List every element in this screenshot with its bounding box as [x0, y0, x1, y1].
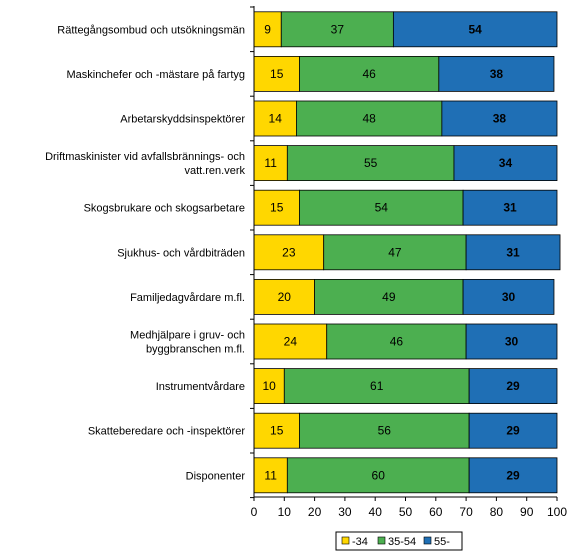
data-label: 11 — [264, 468, 277, 482]
bar-segment-2-row-6 — [323, 234, 467, 271]
bar-segment-3-row-10 — [468, 412, 558, 449]
data-label: 14 — [269, 112, 283, 126]
data-label: 23 — [282, 245, 296, 259]
data-label: 46 — [362, 67, 376, 81]
data-label: 34 — [499, 156, 513, 170]
x-tick-label: 100 — [547, 505, 567, 519]
category-label: Instrumentvårdare — [156, 381, 245, 393]
bar-segment-3-row-9 — [468, 368, 558, 405]
x-tick-label: 90 — [520, 505, 534, 519]
category-label: byggbranschen m.fl. — [146, 344, 245, 356]
bar-segment-1-row-3 — [253, 100, 297, 137]
bar-segment-3-row-6 — [465, 234, 561, 271]
data-label: 24 — [284, 335, 298, 349]
bar-segment-2-row-1 — [280, 11, 394, 48]
data-label: 46 — [390, 335, 404, 349]
bar-segment-1-row-9 — [253, 368, 285, 405]
data-label: 37 — [331, 22, 345, 36]
x-tick-label: 80 — [490, 505, 504, 519]
data-label: 38 — [490, 67, 504, 81]
data-label: 61 — [370, 379, 384, 393]
legend-label: -34 — [352, 536, 368, 548]
data-label: 31 — [503, 201, 517, 215]
x-tick-label: 10 — [278, 505, 292, 519]
category-label: Maskinchefer och -mästare på fartyg — [66, 69, 245, 81]
data-label: 15 — [270, 67, 284, 81]
bar-segment-1-row-8 — [253, 323, 328, 360]
data-label: 29 — [506, 468, 520, 482]
x-tick-label: 40 — [369, 505, 383, 519]
bar-segment-2-row-3 — [296, 100, 443, 137]
bar-segment-1-row-4 — [253, 145, 288, 182]
x-tick-label: 70 — [459, 505, 473, 519]
data-label: 9 — [264, 22, 271, 36]
data-label: 54 — [375, 201, 389, 215]
data-label: 49 — [382, 290, 396, 304]
category-label: Rättegångsombud och utsökningsmän — [57, 24, 245, 36]
category-label: Arbetarskyddsinspektörer — [120, 114, 245, 126]
category-label: Skatteberedare och -inspektörer — [88, 426, 245, 438]
data-label: 10 — [262, 379, 276, 393]
data-label: 54 — [469, 22, 483, 36]
data-label: 38 — [493, 112, 507, 126]
bar-segment-1-row-7 — [253, 278, 315, 315]
data-label: 60 — [372, 468, 386, 482]
x-tick-label: 0 — [251, 505, 258, 519]
legend: -34 35-54 55- — [335, 531, 463, 551]
bar-segment-3-row-5 — [462, 189, 558, 226]
x-tick-label: 60 — [429, 505, 443, 519]
category-label: Sjukhus- och vårdbiträden — [117, 247, 245, 259]
bar-segment-1-row-5 — [253, 189, 300, 226]
category-label: Driftmaskinister vid avfallsbrännings- o… — [45, 151, 245, 163]
bar-segment-3-row-7 — [462, 278, 555, 315]
data-label: 20 — [278, 290, 292, 304]
data-label: 30 — [502, 290, 516, 304]
bar-segment-3-row-1 — [392, 11, 558, 48]
bar-segment-2-row-2 — [299, 56, 440, 92]
legend-label: 35-54 — [388, 536, 416, 548]
data-label: 47 — [388, 245, 402, 259]
bar-segment-1-row-11 — [253, 457, 288, 494]
legend-swatch — [341, 536, 350, 545]
bar-segment-2-row-5 — [299, 189, 464, 226]
bar-segment-2-row-8 — [326, 323, 467, 360]
legend-swatch — [423, 536, 432, 545]
category-label: Familjedagvårdare m.fl. — [130, 292, 245, 304]
data-label: 11 — [264, 156, 277, 170]
legend-swatch — [377, 536, 386, 545]
data-label: 30 — [505, 335, 519, 349]
data-label: 55 — [364, 156, 378, 170]
data-label: 31 — [506, 245, 520, 259]
category-label: Skogsbrukare och skogsarbetare — [84, 203, 245, 215]
category-label: Medhjälpare i gruv- och — [130, 330, 245, 342]
bar-segment-3-row-3 — [441, 100, 558, 137]
bars-group: 9 37 54 15 46 38 14 48 38 11 55 34 15 54 31 23 47 31 20 49 3… — [253, 11, 561, 494]
bar-segment-3-row-11 — [468, 457, 558, 494]
bar-segment-2-row-7 — [314, 278, 464, 315]
bar-segment-3-row-4 — [453, 145, 558, 182]
data-label: 29 — [506, 424, 520, 438]
category-label: Disponenter — [186, 470, 246, 482]
x-tick-label: 50 — [399, 505, 413, 519]
data-label: 15 — [270, 424, 284, 438]
x-tick-label: 30 — [338, 505, 352, 519]
x-axis: 0 10 20 30 40 50 60 70 80 90 100 — [250, 6, 567, 519]
data-label: 29 — [506, 379, 520, 393]
bar-segment-2-row-10 — [299, 412, 470, 449]
bar-segment-1-row-10 — [253, 412, 300, 449]
bar-segment-3-row-2 — [438, 56, 555, 92]
data-label: 56 — [378, 424, 392, 438]
legend-label: 55- — [434, 536, 450, 548]
data-label: 15 — [270, 201, 284, 215]
data-label: 48 — [362, 112, 376, 126]
x-tick-label: 20 — [308, 505, 322, 519]
category-label: vatt.ren.verk — [184, 165, 245, 177]
bar-segment-3-row-8 — [465, 323, 558, 360]
category-labels: Rättegångsombud och utsökningsmän Maskinc… — [45, 24, 245, 482]
legend-box — [335, 531, 463, 551]
